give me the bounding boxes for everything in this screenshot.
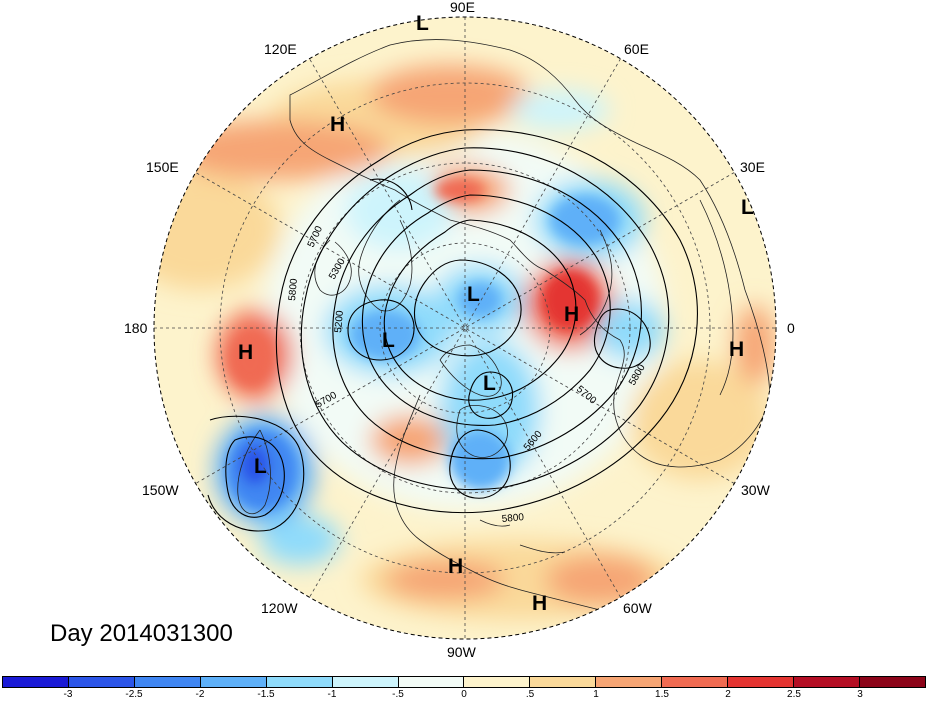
longitude-label: 60E [624, 41, 649, 57]
colorbar-tick-label: -.5 [392, 689, 404, 700]
height-contours [207, 129, 698, 532]
longitude-label: 30W [741, 482, 770, 498]
map-boundary [153, 16, 777, 640]
longitude-label: 150W [142, 482, 179, 498]
colorbar-swatch [596, 677, 663, 687]
colorbar-swatch [134, 677, 201, 687]
pressure-center-marker: H [532, 592, 548, 615]
colorbar-swatch [332, 677, 399, 687]
pressure-center-marker: L [416, 12, 429, 35]
longitude-label: 60W [623, 600, 652, 616]
pressure-center-marker: H [564, 303, 580, 326]
colorbar-tick-label: 1.5 [655, 689, 669, 700]
colorbar-swatch [530, 677, 597, 687]
longitude-label: 90W [447, 644, 476, 660]
colorbar [2, 676, 926, 688]
contour-label: 5800 [501, 512, 525, 525]
pressure-center-marker: L [741, 196, 754, 219]
colorbar-swatch [662, 677, 729, 687]
colorbar-tick-label: 2.5 [787, 689, 801, 700]
colorbar-swatch [728, 677, 795, 687]
longitude-label: 90E [450, 0, 475, 15]
pressure-center-marker: L [467, 283, 480, 306]
colorbar-tick-label: 3 [857, 689, 863, 700]
longitude-label: 120E [264, 41, 297, 57]
colorbar-tick-label: -2 [195, 689, 205, 700]
colorbar-swatch [464, 677, 531, 687]
colorbar-tick-label: 2 [725, 689, 731, 700]
contour-label: 5800 [287, 278, 300, 302]
pressure-center-marker: H [238, 341, 254, 364]
colorbar-tick-label: 0 [461, 689, 467, 700]
colorbar-swatch [68, 677, 135, 687]
pressure-center-marker: L [254, 455, 267, 478]
longitude-label: 0 [787, 320, 795, 336]
colorbar-tick-label: -1.5 [257, 689, 275, 700]
colorbar-swatch [859, 677, 925, 687]
pressure-center-marker: L [382, 329, 395, 352]
longitude-label: 120W [261, 600, 298, 616]
contour-label: 5200 [333, 310, 346, 334]
pressure-center-marker: H [729, 338, 745, 361]
pressure-center-marker: L [483, 372, 496, 395]
colorbar-tick-label: 1 [593, 689, 599, 700]
longitude-label: 180 [124, 320, 148, 336]
pressure-center-marker: H [330, 113, 346, 136]
pressure-center-marker: H [448, 555, 464, 578]
colorbar-tick-label: -2.5 [125, 689, 143, 700]
colorbar-swatch [200, 677, 267, 687]
anomaly-field [154, 17, 776, 639]
graticule [154, 17, 776, 639]
colorbar-swatch [266, 677, 333, 687]
colorbar-tick-label: -3 [63, 689, 73, 700]
colorbar-swatch [794, 677, 860, 687]
day-title: Day 2014031300 [50, 620, 233, 647]
colorbar-tick-label: -1 [327, 689, 337, 700]
longitude-label: 150E [146, 159, 179, 175]
colorbar-tick-label: .5 [525, 689, 535, 700]
longitude-label: 30E [740, 159, 765, 175]
colorbar-swatch [3, 677, 69, 687]
colorbar-swatch [398, 677, 465, 687]
